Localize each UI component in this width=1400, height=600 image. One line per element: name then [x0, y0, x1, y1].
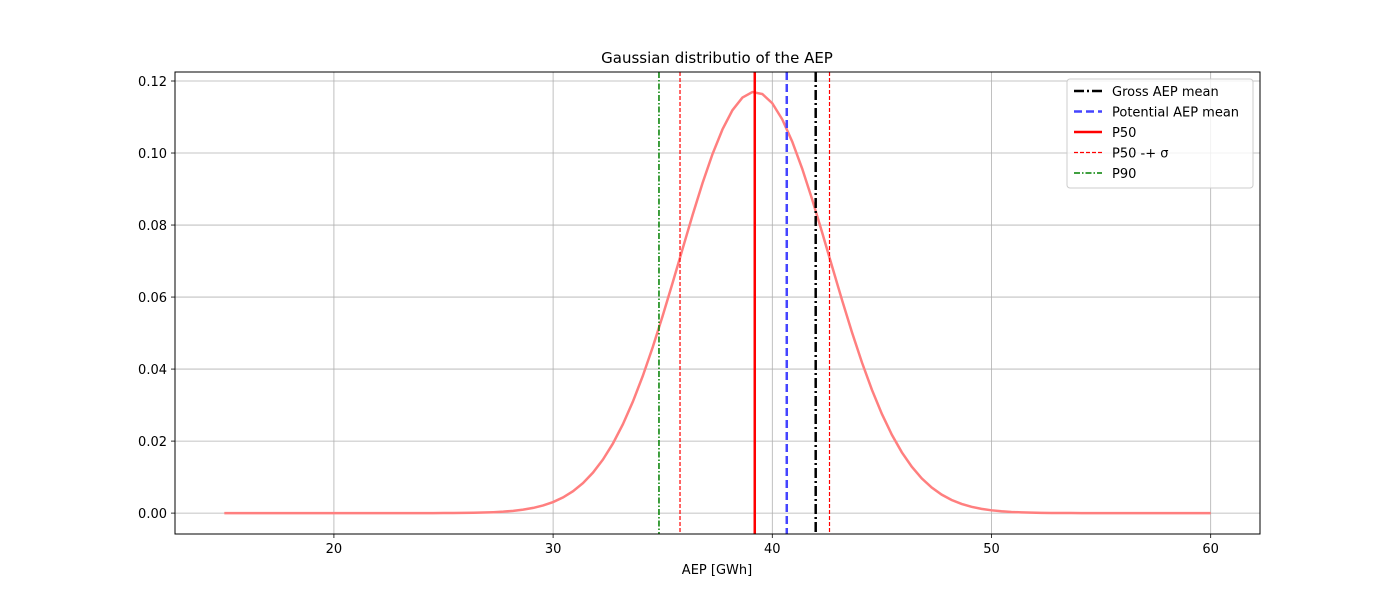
x-tick-label: 40	[764, 542, 781, 557]
x-axis-ticks: 20 30 40 50 60	[326, 534, 1219, 557]
legend-label: P50 -+ σ	[1112, 147, 1168, 162]
vertical-lines	[658, 72, 831, 534]
x-tick-label: 60	[1202, 542, 1219, 557]
y-tick-label: 0.08	[138, 219, 167, 234]
legend-label: P50	[1112, 126, 1136, 141]
legend-box	[1066, 78, 1254, 189]
legend: Gross AEP mean Potential AEP mean P50 P50 -…	[1066, 78, 1254, 189]
y-tick-label: 0.00	[138, 507, 167, 522]
y-tick-label: 0.06	[138, 291, 167, 306]
pdf-curve	[224, 90, 1211, 515]
gaussian-curve	[224, 90, 1211, 515]
chart-title: Gaussian distributio of the AEP	[601, 49, 833, 67]
x-tick-label: 50	[983, 542, 1000, 557]
legend-label: Potential AEP mean	[1112, 106, 1239, 121]
x-tick-label: 30	[545, 542, 562, 557]
y-tick-label: 0.10	[138, 147, 167, 162]
y-tick-label: 0.12	[138, 75, 167, 90]
legend-label: Gross AEP mean	[1112, 85, 1219, 100]
y-tick-label: 0.02	[138, 435, 167, 450]
legend-label: P90	[1112, 167, 1136, 182]
plot-frame	[174, 71, 1261, 535]
x-tick-label: 20	[326, 542, 343, 557]
y-tick-label: 0.04	[138, 363, 167, 378]
x-axis-label: AEP [GWh]	[682, 563, 752, 578]
y-axis-ticks: 0.00 0.02 0.04 0.06 0.08 0.10 0.12	[138, 75, 175, 522]
